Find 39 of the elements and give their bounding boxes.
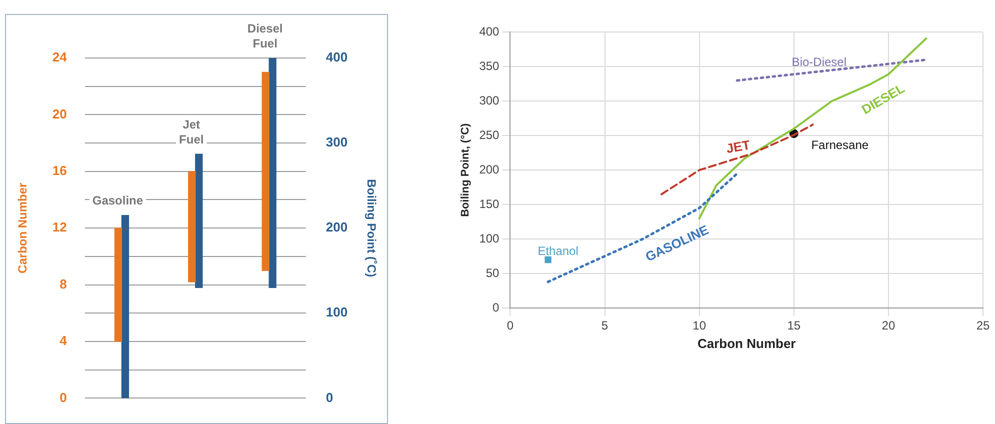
y-tick-label: 250 (479, 128, 500, 142)
series-label: Ethanol (538, 244, 578, 258)
line-series (660, 124, 814, 196)
y-tick-label: 300 (479, 93, 500, 108)
y-tick-label: 0 (60, 390, 67, 405)
y2-axis-title: Boiling Point (˚C) (364, 179, 378, 278)
y-tick-label: 4 (60, 333, 68, 348)
y-axis-title: Boiling Point, (°C) (460, 122, 472, 217)
x-tick-label: 25 (976, 318, 990, 333)
y-tick-label: 20 (52, 106, 67, 122)
y-axis-title: Carbon Number (16, 182, 30, 274)
text: JET (725, 137, 752, 156)
y-tick-label: 12 (52, 220, 67, 235)
y2-tick-label: 100 (326, 304, 348, 320)
series-label: Farnesane (811, 138, 869, 152)
y2-tick-label: 0 (326, 390, 334, 405)
y-tick-label: 400 (479, 24, 500, 39)
y-tick-label: 16 (52, 162, 67, 178)
x-tick-label: 0 (506, 318, 514, 333)
y-tick-label: 50 (486, 266, 500, 280)
x-tick-label: 10 (692, 318, 706, 333)
y-tick-label: 150 (479, 196, 500, 211)
y-tick-label: 8 (60, 276, 67, 292)
y-tick-label: 0 (492, 300, 500, 314)
y2-tick-label: 300 (326, 134, 348, 150)
y2-tick-label: 400 (326, 50, 348, 65)
y-tick-label: 350 (479, 58, 500, 73)
x-tick-label: Diesel Fuel (247, 21, 283, 50)
x-tick-label: 20 (882, 318, 896, 333)
y2-tick-label: 200 (326, 220, 348, 235)
x-tick-label: Gasoline (92, 194, 144, 208)
x-tick-label: 15 (787, 318, 801, 333)
x-tick-label: 5 (601, 318, 608, 333)
series-label: Bio-Diesel (792, 54, 846, 69)
x-tick-label: Jet Fuel (179, 117, 204, 146)
y-tick-label: 24 (52, 50, 68, 65)
x-axis-title: Carbon Number (697, 336, 796, 351)
y-tick-label: 100 (479, 231, 500, 246)
y-tick-label: 200 (479, 162, 500, 176)
